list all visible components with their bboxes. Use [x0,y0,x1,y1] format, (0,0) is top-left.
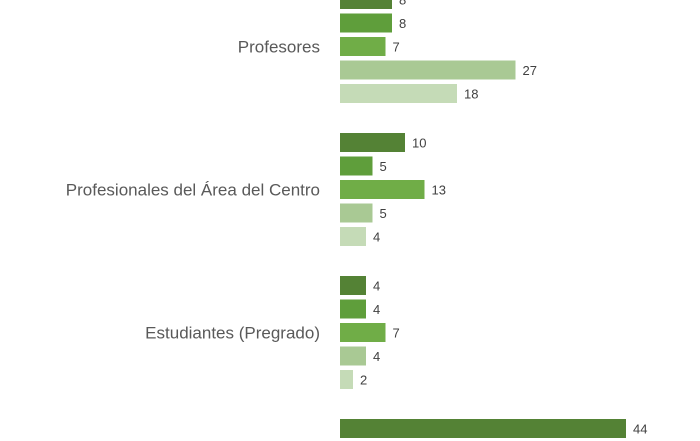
category-label: Profesores [238,38,320,57]
bar [340,156,373,176]
bar [340,13,392,33]
bar [340,419,626,438]
bar [340,203,373,223]
data-label: 13 [432,183,446,198]
data-label: 5 [380,206,387,221]
data-label: 8 [399,16,406,31]
bar [340,84,457,103]
bar [340,133,405,152]
data-label: 10 [412,136,426,151]
bar [340,0,392,9]
data-label: 18 [464,87,478,102]
bar [340,276,366,295]
bar [340,37,386,56]
bar [340,180,425,199]
bar [340,60,516,80]
data-label: 7 [393,40,400,55]
data-label: 27 [523,63,537,78]
bar [340,346,366,366]
category-label: Profesionales del Área del Centro [66,181,320,200]
bar [340,323,386,342]
data-label: 7 [393,326,400,341]
data-label: 2 [360,373,367,388]
bar [340,299,366,319]
data-label: 4 [373,230,380,245]
bar [340,227,366,246]
category-label: Estudiantes (Pregrado) [145,324,320,343]
data-label: 4 [373,302,380,317]
data-label: 5 [380,159,387,174]
data-label: 4 [373,349,380,364]
data-label: 44 [633,422,647,437]
bar [340,370,353,389]
data-label: 4 [373,279,380,294]
data-label: 8 [399,0,406,8]
